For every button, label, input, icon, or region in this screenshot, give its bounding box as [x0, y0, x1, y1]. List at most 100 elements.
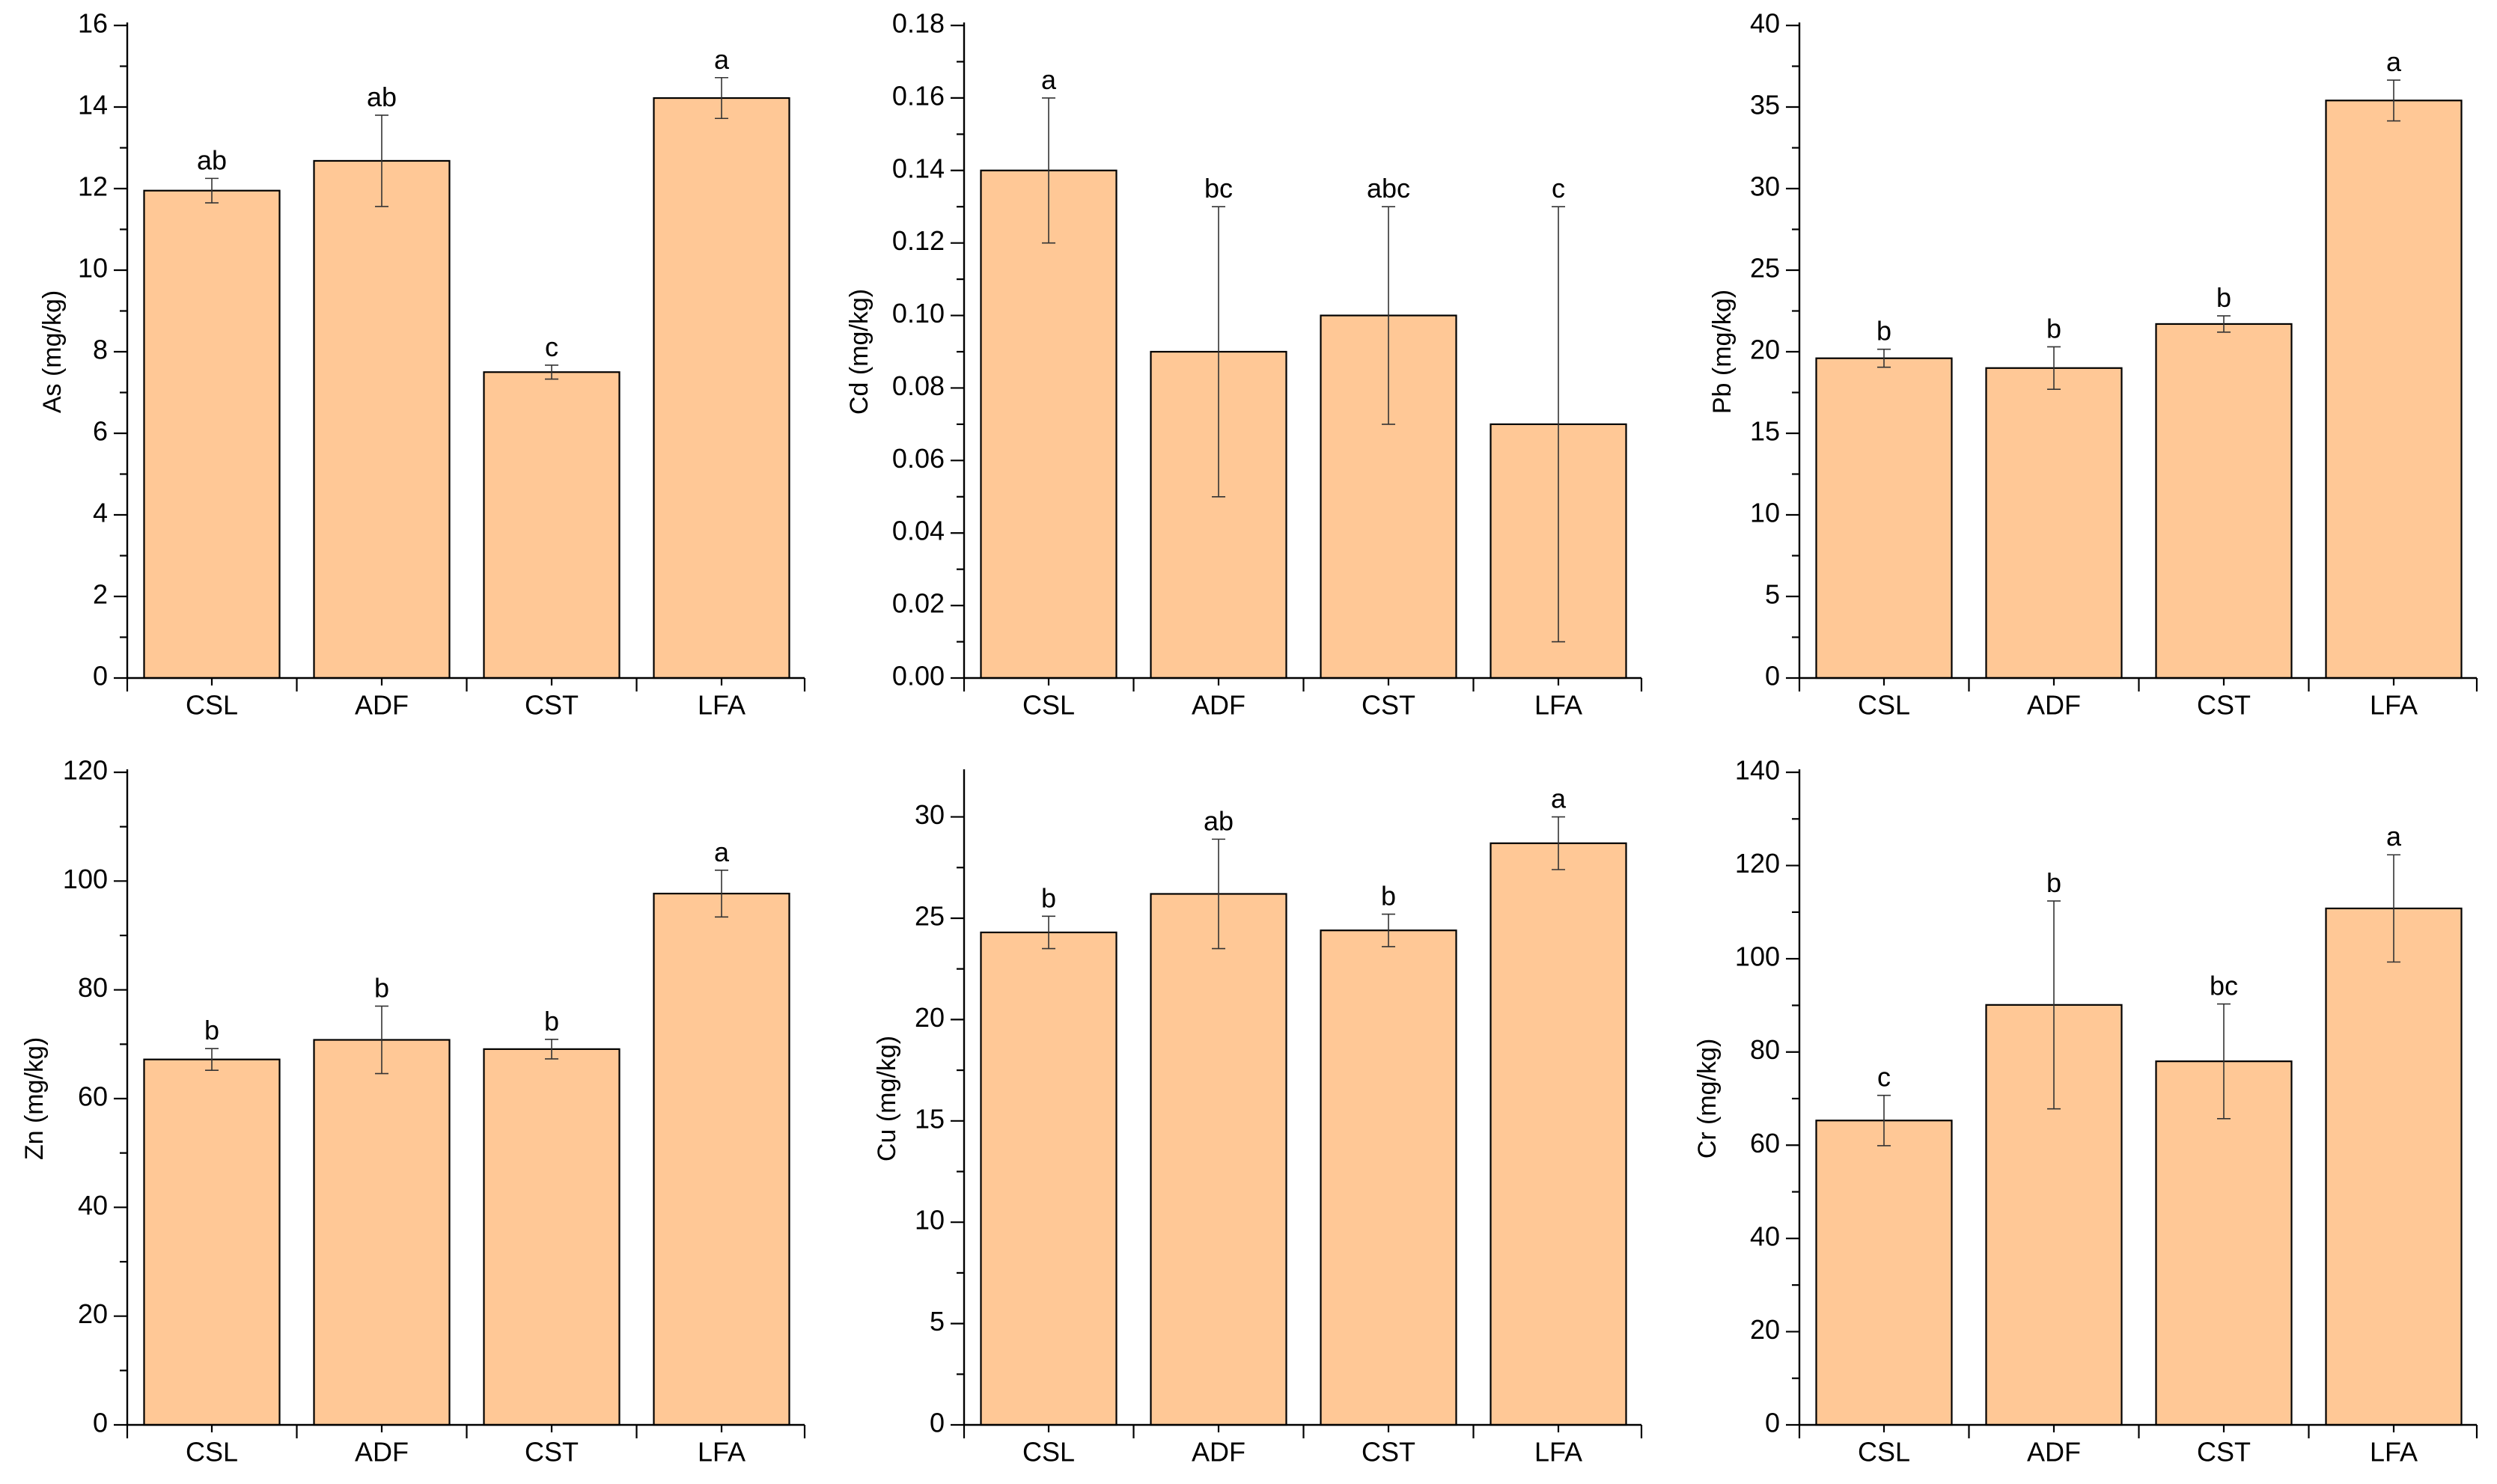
y-tick-label: 0.08 [892, 370, 945, 401]
y-tick-label: 120 [1735, 848, 1780, 879]
y-tick-label: 0.12 [892, 225, 945, 256]
y-tick-label: 30 [1750, 171, 1780, 202]
y-tick-label: 10 [915, 1205, 945, 1236]
bar-csl [1815, 1120, 1953, 1426]
significance-label: c [1877, 1062, 1891, 1093]
significance-label: c [1552, 173, 1565, 204]
y-axis-label: Zn (mg/kg) [20, 1037, 49, 1160]
significance-label: a [2386, 821, 2402, 852]
bar-adf [1150, 893, 1287, 1426]
y-tick-label: 35 [1750, 90, 1780, 120]
x-tick-label: CST [1362, 1436, 1415, 1467]
chart-panel-3: b b b a 0 5 10 15 20 25 30 35 40 CSL ADF CST LFA Pb (mg/k… [1708, 8, 2478, 720]
bar-lfa [2325, 907, 2463, 1426]
y-tick-label: 40 [1750, 8, 1780, 39]
error-bar-lfa [715, 870, 728, 918]
significance-label: a [1041, 64, 1057, 95]
significance-label: ab [1204, 805, 1234, 836]
y-tick-label: 20 [915, 1002, 945, 1033]
y-tick-label: 40 [1750, 1221, 1780, 1251]
x-tick-label: ADF [2027, 689, 2081, 720]
y-tick-label: 60 [1750, 1128, 1780, 1158]
significance-label: ab [197, 144, 227, 175]
bar-csl [980, 169, 1118, 680]
bar-cst [483, 1048, 621, 1426]
y-axis-label: Cu (mg/kg) [873, 1036, 901, 1161]
x-tick-label: LFA [1534, 1436, 1582, 1467]
y-tick-label: 0.14 [892, 153, 945, 183]
y-tick-label: 4 [93, 498, 108, 528]
error-bar-csl [205, 1048, 219, 1072]
y-tick-label: 80 [1750, 1034, 1780, 1065]
y-tick-label: 15 [1750, 416, 1780, 447]
y-tick-label: 100 [63, 864, 108, 894]
bar-lfa [653, 97, 790, 680]
significance-label: b [1041, 882, 1056, 913]
y-tick-label: 25 [1750, 253, 1780, 284]
significance-label: b [204, 1015, 219, 1045]
error-bar-csl [1877, 1094, 1891, 1146]
y-tick-label: 0 [93, 1408, 108, 1438]
y-tick-label: 0.00 [892, 661, 945, 691]
bar-cst [2155, 323, 2293, 680]
significance-label: a [2386, 46, 2402, 77]
x-tick-label: LFA [698, 689, 746, 720]
significance-label: b [1381, 881, 1396, 912]
error-bar-cst [1382, 206, 1395, 425]
error-bar-adf [375, 1005, 388, 1075]
chart-panel-2: abc abc c0.000.020.040.060.080.100.120.140… [845, 8, 1643, 720]
significance-label: c [545, 332, 558, 362]
y-axis-label: Cd (mg/kg) [845, 289, 874, 415]
y-tick-label: 25 [915, 900, 945, 931]
y-tick-label: 100 [1735, 941, 1780, 972]
y-tick-label: 30 [915, 799, 945, 830]
y-tick-label: 5 [1765, 579, 1780, 610]
x-tick-label: CST [525, 689, 579, 720]
y-tick-label: 0.02 [892, 588, 945, 619]
y-axis-label: As (mg/kg) [38, 290, 67, 413]
bar-cst [1320, 929, 1457, 1426]
significance-label: b [374, 972, 389, 1003]
significance-label: b [544, 1006, 559, 1036]
error-bar-adf [2047, 900, 2061, 1110]
y-tick-label: 12 [78, 171, 108, 202]
y-tick-label: 20 [1750, 335, 1780, 365]
significance-label: b [2046, 867, 2061, 898]
bar-adf [313, 1039, 451, 1426]
bar-adf [313, 159, 451, 680]
bar-csl [143, 189, 281, 680]
y-tick-label: 0 [930, 1408, 945, 1438]
y-tick-label: 60 [78, 1081, 108, 1112]
bar-csl [980, 931, 1118, 1426]
error-bar-adf [2047, 346, 2061, 390]
y-tick-label: 40 [78, 1190, 108, 1221]
bar-lfa [2325, 100, 2463, 680]
x-tick-label: CSL [186, 689, 238, 720]
significance-label: ab [367, 82, 397, 112]
x-tick-label: ADF [1192, 689, 1246, 720]
x-tick-label: CSL [1858, 1436, 1910, 1467]
error-bar-lfa [2387, 854, 2400, 963]
error-bar-lfa [1552, 206, 1565, 643]
error-bar-cst [545, 364, 558, 380]
significance-label: bc [1204, 173, 1233, 204]
bar-adf [1985, 367, 2123, 680]
x-tick-label: ADF [2027, 1436, 2081, 1467]
significance-label: a [714, 44, 730, 75]
error-bar-adf [1212, 838, 1225, 950]
y-tick-label: 80 [78, 972, 108, 1003]
y-tick-label: 20 [78, 1298, 108, 1329]
significance-label: a [1551, 784, 1567, 814]
error-bar-lfa [715, 76, 728, 120]
error-bar-cst [2217, 1003, 2231, 1120]
x-tick-label: LFA [1534, 689, 1582, 720]
y-tick-label: 0 [93, 661, 108, 691]
significance-label: b [1876, 316, 1891, 346]
bar-cst [483, 371, 621, 680]
chart-panel-1: ab ab c a 0 2 4 6 8 10 12 14 16 CSL ADF CST LFA As (mg/kg… [38, 8, 806, 720]
error-bar-csl [1877, 348, 1891, 368]
error-bar-lfa [2387, 79, 2400, 122]
y-tick-label: 5 [930, 1306, 945, 1337]
y-tick-label: 15 [915, 1103, 945, 1134]
x-tick-label: CSL [1858, 689, 1910, 720]
